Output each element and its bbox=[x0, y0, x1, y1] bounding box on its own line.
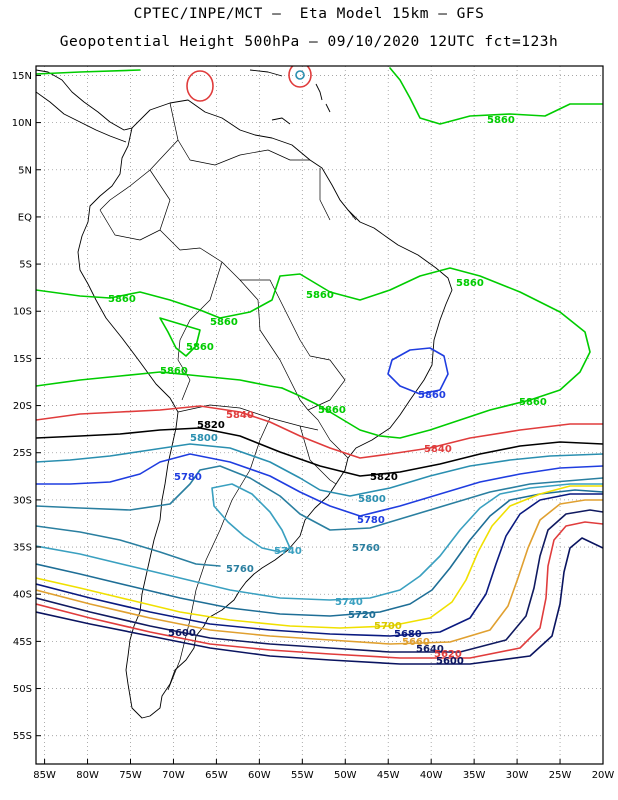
label-5860-c: 5860 bbox=[306, 290, 334, 301]
label-5780-b: 5780 bbox=[357, 515, 385, 526]
label-5860-b: 5860 bbox=[108, 294, 136, 305]
label-5740-b: 5740 bbox=[335, 597, 363, 608]
lon-label: 80W bbox=[76, 770, 99, 781]
label-5840-a: 5840 bbox=[226, 410, 254, 421]
label-5860-g: 5860 bbox=[160, 366, 188, 377]
contour-5860-south bbox=[36, 267, 591, 439]
island-hispaniola bbox=[249, 69, 283, 77]
lat-label: 10S bbox=[13, 307, 32, 318]
lat-label: 20S bbox=[13, 401, 32, 412]
contour-5860-west bbox=[36, 371, 283, 389]
lat-label: 40S bbox=[13, 590, 32, 601]
label-5860-h: 5860 bbox=[318, 405, 346, 416]
lat-label: 10N bbox=[12, 118, 32, 129]
lat-label: 15S bbox=[13, 354, 32, 365]
coastline-south-america bbox=[77, 99, 453, 719]
map-title-line2: Geopotential Height 500hPa – 09/10/2020 … bbox=[59, 34, 559, 50]
label-5820-a: 5820 bbox=[197, 420, 225, 431]
contour-5640 bbox=[36, 509, 603, 653]
contour-5840 bbox=[36, 405, 603, 459]
contour-5680 bbox=[36, 493, 603, 637]
label-5860-i: 5860 bbox=[519, 397, 547, 408]
contour-5720 bbox=[36, 489, 603, 617]
label-5800-a: 5800 bbox=[190, 433, 218, 444]
lon-label: 75W bbox=[119, 770, 142, 781]
contour-5620 bbox=[36, 521, 603, 659]
label-5680: 5680 bbox=[394, 629, 422, 640]
label-5860-d: 5860 bbox=[456, 278, 484, 289]
contour-5760 bbox=[36, 465, 603, 531]
label-5600-a: 5600 bbox=[436, 656, 464, 667]
label-5780-a: 5780 bbox=[174, 472, 202, 483]
contour-5700 bbox=[36, 485, 603, 629]
lat-label: 15N bbox=[12, 71, 32, 82]
islands-antilles bbox=[315, 83, 331, 113]
lon-label: 30W bbox=[506, 770, 529, 781]
label-5880: 5860 bbox=[418, 390, 446, 401]
contour-5860-north bbox=[36, 67, 603, 125]
lat-label: 25S bbox=[13, 448, 32, 459]
lat-label: 55S bbox=[13, 731, 32, 742]
lat-label: 5S bbox=[19, 260, 32, 271]
contour-5860-loop bbox=[159, 317, 201, 357]
lon-label: 45W bbox=[377, 770, 400, 781]
lon-label: 65W bbox=[205, 770, 228, 781]
label-5600-b: 5600 bbox=[168, 628, 196, 639]
label-5660: 5660 bbox=[402, 637, 430, 648]
lon-label: 55W bbox=[291, 770, 314, 781]
lat-label: 45S bbox=[13, 637, 32, 648]
border-interior bbox=[99, 102, 357, 691]
coastline-central-america bbox=[36, 69, 133, 131]
map-title-line1: CPTEC/INPE/MCT – Eta Model 15km – GFS bbox=[133, 6, 485, 22]
contour-loop-top-center-inner bbox=[295, 70, 305, 80]
label-5860-a: 5860 bbox=[487, 115, 515, 126]
label-5760-b: 5760 bbox=[226, 564, 254, 575]
label-5840-b: 5840 bbox=[424, 444, 452, 455]
contour-loop-top-left bbox=[186, 70, 214, 102]
lat-label: 30S bbox=[13, 495, 32, 506]
label-5860-e: 5860 bbox=[210, 317, 238, 328]
contour-5800 bbox=[36, 443, 603, 497]
contour-5660 bbox=[36, 499, 603, 645]
contour-5740 bbox=[36, 483, 603, 601]
label-5700: 5700 bbox=[374, 621, 402, 632]
contour-5820 bbox=[36, 427, 603, 477]
contour-5780 bbox=[36, 453, 603, 517]
lon-label: 85W bbox=[33, 770, 56, 781]
label-5720: 5720 bbox=[348, 610, 376, 621]
lon-label: 20W bbox=[592, 770, 615, 781]
lat-label: 35S bbox=[13, 543, 32, 554]
label-5620: 5620 bbox=[434, 649, 462, 660]
lon-label: 70W bbox=[162, 770, 185, 781]
contour-5740-closed bbox=[211, 483, 291, 553]
label-5860-f: 5860 bbox=[186, 342, 214, 353]
lat-label: EQ bbox=[18, 212, 32, 223]
coastline-central-america-pacific bbox=[36, 91, 127, 143]
lat-label: 50S bbox=[13, 684, 32, 695]
lon-label: 25W bbox=[549, 770, 572, 781]
label-5740-a: 5740 bbox=[274, 546, 302, 557]
contour-5600 bbox=[36, 537, 603, 665]
contour-5880 bbox=[387, 347, 449, 395]
lon-label: 50W bbox=[334, 770, 357, 781]
label-5800-b: 5800 bbox=[358, 494, 386, 505]
island-trinidad bbox=[271, 117, 291, 125]
contour-loop-top-center bbox=[288, 66, 312, 88]
contour-5760-west bbox=[36, 525, 221, 567]
lat-label: 5N bbox=[18, 165, 32, 176]
lon-label: 40W bbox=[420, 770, 443, 781]
label-5640: 5640 bbox=[416, 644, 444, 655]
label-5820-b: 5820 bbox=[370, 472, 398, 483]
lon-label: 60W bbox=[248, 770, 271, 781]
label-5760-a: 5760 bbox=[352, 543, 380, 554]
map-frame bbox=[35, 65, 604, 765]
lon-label: 35W bbox=[463, 770, 486, 781]
